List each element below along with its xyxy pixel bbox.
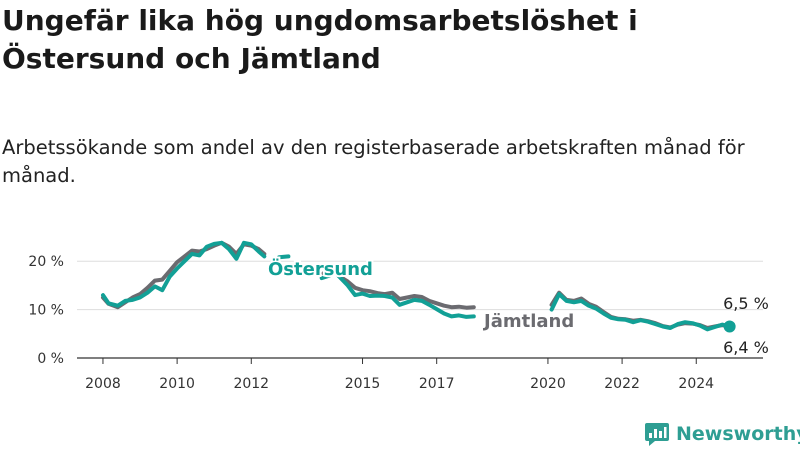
y-tick-label: 20 % — [28, 254, 64, 270]
x-tick-label: 2015 — [345, 376, 381, 392]
x-tick-label: 2024 — [678, 376, 714, 392]
page-subtitle: Arbetssökande som andel av den registerb… — [2, 136, 745, 187]
page-title: Ungefär lika hög ungdomsarbetslöshet i Ö… — [2, 4, 638, 75]
series-line-ostersund — [319, 273, 332, 281]
series-line-jamtland — [336, 273, 476, 310]
brand-name: Newsworthy — [676, 423, 800, 445]
series-line-ostersund — [549, 292, 732, 332]
series-line-jamtland — [549, 290, 732, 330]
series-line-jamtland — [321, 270, 335, 276]
brand-logo: Newsworthy — [644, 420, 800, 448]
series-line-ostersund — [336, 273, 476, 319]
end-value-label-ostersund: 6,5 % — [723, 294, 769, 313]
x-tick-label: 2012 — [233, 376, 269, 392]
newsworthy-logo-icon — [645, 423, 669, 446]
x-tick-label: 2010 — [159, 376, 195, 392]
x-tick-label: 2022 — [604, 376, 640, 392]
x-tick-label: 2008 — [85, 376, 121, 392]
x-tick-label: 2020 — [530, 376, 566, 392]
series-label-ostersund: Östersund — [268, 258, 373, 280]
x-tick-label: 2017 — [419, 376, 455, 392]
series-line-ostersund — [277, 254, 291, 260]
y-tick-label: 10 % — [28, 303, 64, 319]
series-label-jamtland: Jämtland — [482, 311, 574, 332]
end-value-label-jamtland: 6,4 % — [723, 338, 769, 357]
y-tick-label: 0 % — [37, 351, 64, 367]
series-line-ostersund — [101, 240, 267, 308]
end-point-ostersund — [723, 320, 736, 333]
